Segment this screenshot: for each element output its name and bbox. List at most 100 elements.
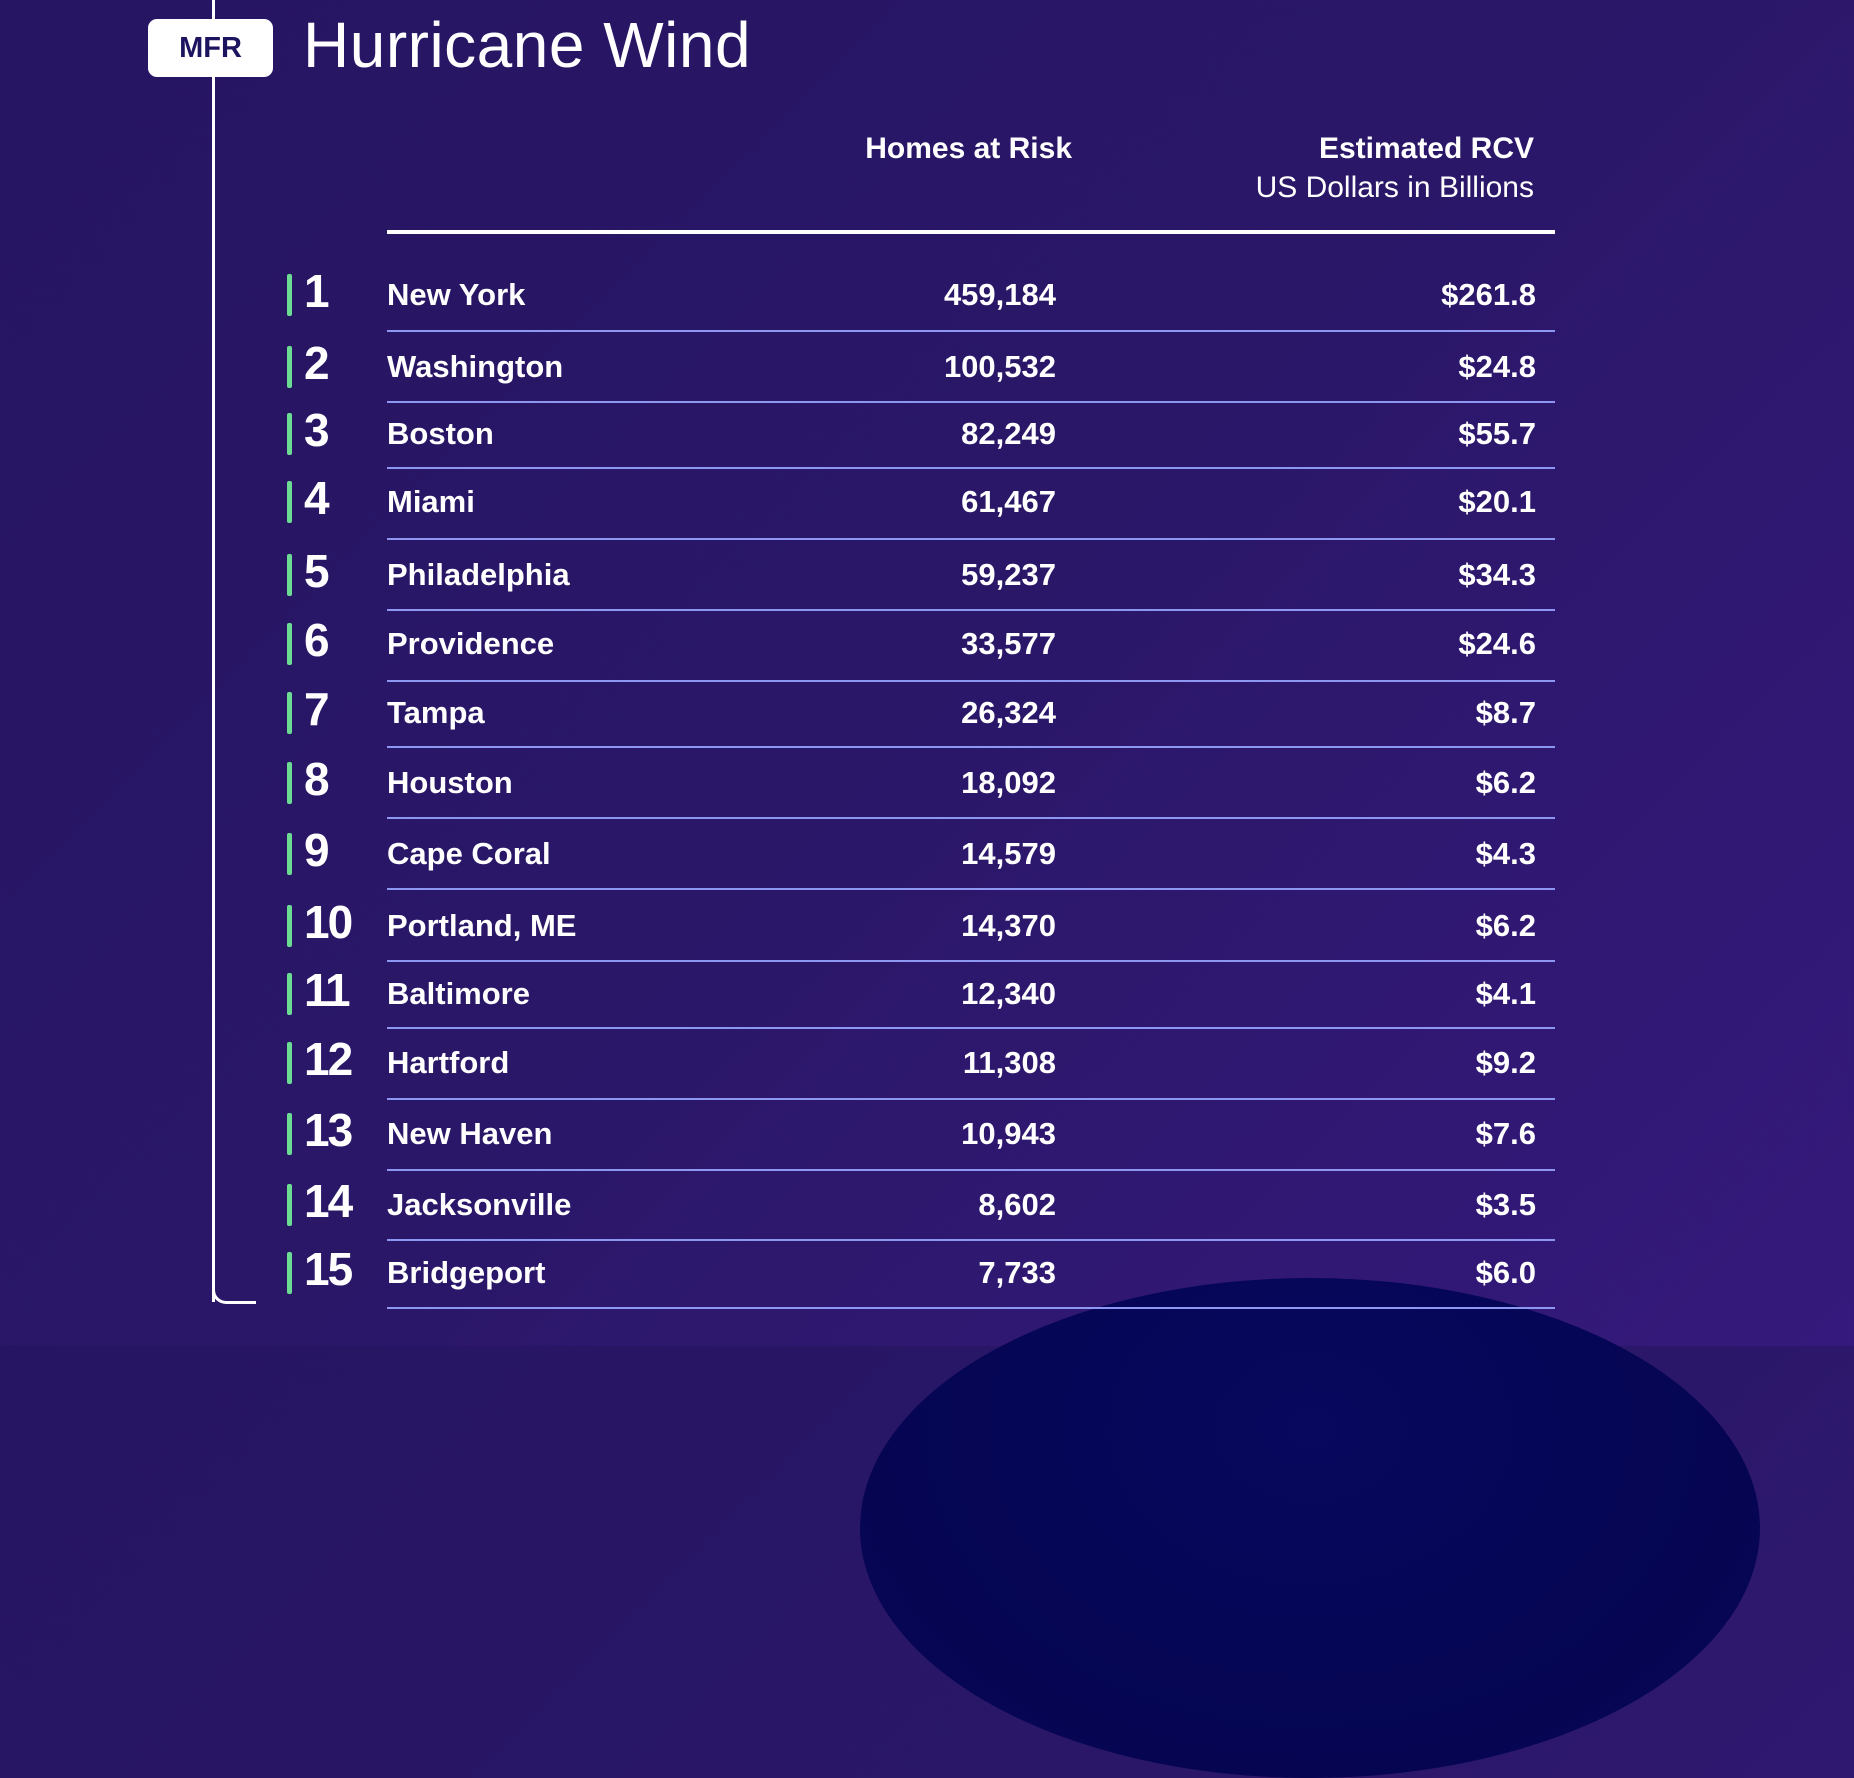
row-divider <box>387 467 1555 469</box>
row-divider <box>387 538 1555 540</box>
rank-accent-bar <box>287 623 292 665</box>
row-divider <box>387 960 1555 962</box>
rank-accent-bar <box>287 274 292 316</box>
city-name: Houston <box>387 765 513 800</box>
rank-number: 6 <box>304 614 330 666</box>
mfr-logo: MFR <box>148 19 273 77</box>
table-row: 1 New York 459,184 $261.8 <box>280 262 1555 332</box>
homes-at-risk: 26,324 <box>961 695 1056 730</box>
city-name: Miami <box>387 483 475 519</box>
table-row: 2 Washington 100,532 $24.8 <box>280 335 1555 403</box>
column-header-homes: Homes at Risk <box>865 132 1072 165</box>
row-divider <box>387 401 1555 403</box>
rank-number: 12 <box>304 1033 353 1085</box>
row-divider <box>387 888 1555 890</box>
city-name: Hartford <box>387 1045 510 1080</box>
rank-number: 7 <box>304 683 330 735</box>
city-name: Tampa <box>387 695 485 730</box>
city-name: New York <box>387 277 526 312</box>
city-name: Philadelphia <box>387 557 570 592</box>
estimated-rcv: $3.5 <box>1475 1186 1536 1222</box>
homes-at-risk: 100,532 <box>943 349 1056 384</box>
rank-accent-bar <box>287 554 292 596</box>
estimated-rcv: $4.3 <box>1475 836 1536 871</box>
estimated-rcv: $261.8 <box>1441 277 1536 312</box>
homes-at-risk: 7,733 <box>978 1254 1056 1290</box>
rank-accent-bar <box>287 762 292 804</box>
table-row: 7 Tampa 26,324 $8.7 <box>280 682 1555 748</box>
rank-number: 14 <box>304 1174 353 1227</box>
table-row: 12 Hartford 11,308 $9.2 <box>280 1030 1555 1100</box>
table-row: 5 Philadelphia 59,237 $34.3 <box>280 543 1555 611</box>
rank-number: 10 <box>304 896 353 948</box>
city-name: Cape Coral <box>387 836 551 871</box>
homes-at-risk: 33,577 <box>961 626 1056 661</box>
estimated-rcv: $6.2 <box>1475 908 1536 943</box>
table-row: 14 Jacksonville 8,602 $3.5 <box>280 1172 1555 1241</box>
rank-number: 13 <box>304 1103 353 1156</box>
rank-number: 3 <box>304 403 330 456</box>
city-name: Jacksonville <box>387 1186 572 1222</box>
city-name: Boston <box>387 415 494 451</box>
rank-number: 11 <box>304 963 351 1016</box>
table-row: 6 Providence 33,577 $24.6 <box>280 610 1555 682</box>
rank-number: 1 <box>304 265 330 317</box>
table-row: 8 Houston 18,092 $6.2 <box>280 751 1555 819</box>
city-name: Washington <box>387 349 564 384</box>
homes-at-risk: 12,340 <box>961 975 1056 1011</box>
page-title: Hurricane Wind <box>303 9 752 81</box>
estimated-rcv: $20.1 <box>1458 483 1536 519</box>
city-name: New Haven <box>387 1115 553 1151</box>
estimated-rcv: $9.2 <box>1475 1045 1536 1080</box>
rank-number: 2 <box>304 337 330 389</box>
globe-graphic <box>860 1278 1760 1778</box>
column-header-rcv: Estimated RCV <box>1318 132 1534 165</box>
homes-at-risk: 8,602 <box>978 1186 1056 1222</box>
rank-accent-bar <box>287 1112 292 1155</box>
rank-number: 9 <box>304 824 330 876</box>
estimated-rcv: $24.6 <box>1458 626 1536 661</box>
row-divider <box>387 1027 1555 1029</box>
table-row: 13 New Haven 10,943 $7.6 <box>280 1100 1555 1171</box>
rank-accent-bar <box>287 905 292 947</box>
city-name: Portland, ME <box>387 908 577 943</box>
rank-accent-bar <box>287 1183 292 1226</box>
rank-accent-bar <box>287 1251 292 1294</box>
estimated-rcv: $8.7 <box>1475 695 1536 730</box>
estimated-rcv: $6.0 <box>1475 1254 1536 1290</box>
rule-corner <box>212 1262 256 1304</box>
column-header-rcv-units: US Dollars in Billions <box>1255 171 1534 204</box>
row-divider <box>387 680 1555 682</box>
rank-accent-bar <box>287 833 292 875</box>
estimated-rcv: $24.8 <box>1458 349 1536 384</box>
rank-accent-bar <box>287 346 292 388</box>
rank-number: 5 <box>304 545 330 597</box>
row-divider <box>387 746 1555 748</box>
vertical-rule <box>212 0 215 1302</box>
table-row: 15 Bridgeport 7,733 $6.0 <box>280 1240 1555 1309</box>
homes-at-risk: 459,184 <box>943 277 1056 312</box>
table-row: 4 Miami 61,467 $20.1 <box>280 467 1555 540</box>
rank-accent-bar <box>287 480 292 523</box>
rank-number: 4 <box>304 471 330 524</box>
homes-at-risk: 10,943 <box>961 1115 1056 1151</box>
rank-accent-bar <box>287 1042 292 1084</box>
homes-at-risk: 82,249 <box>961 415 1056 451</box>
estimated-rcv: $55.7 <box>1458 415 1536 451</box>
row-divider <box>387 609 1555 611</box>
row-divider <box>387 1169 1555 1171</box>
estimated-rcv: $6.2 <box>1475 765 1536 800</box>
rank-number: 8 <box>304 753 330 805</box>
homes-at-risk: 14,370 <box>961 908 1056 943</box>
city-name: Baltimore <box>387 975 530 1011</box>
rank-accent-bar <box>287 972 292 1015</box>
rank-accent-bar <box>287 692 292 734</box>
row-divider <box>387 330 1555 332</box>
row-divider <box>387 1307 1555 1309</box>
table-row: 9 Cape Coral 14,579 $4.3 <box>280 822 1555 890</box>
row-divider <box>387 1098 1555 1100</box>
homes-at-risk: 14,579 <box>961 836 1056 871</box>
rank-number: 15 <box>304 1242 353 1295</box>
table-row: 3 Boston 82,249 $55.7 <box>280 402 1555 469</box>
city-name: Providence <box>387 626 555 661</box>
